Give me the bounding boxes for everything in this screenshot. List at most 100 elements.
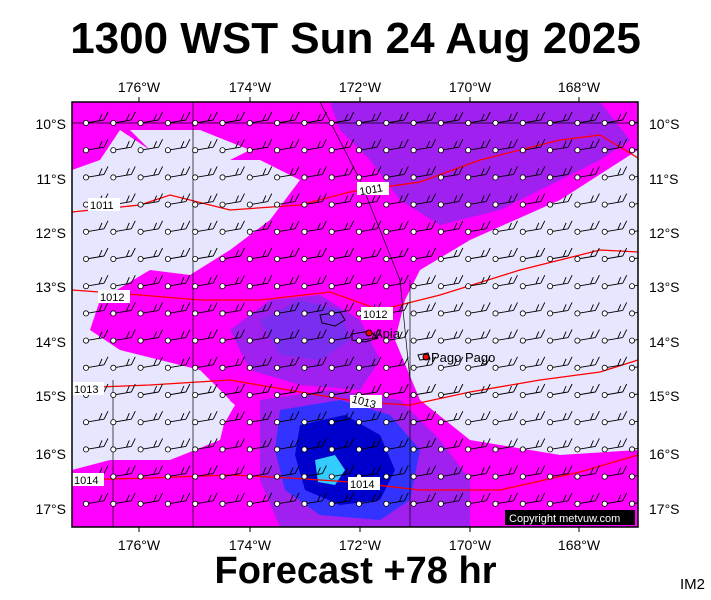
wind-station-dot [383,174,390,181]
wind-station-dot [437,500,444,507]
wind-barb [113,302,136,314]
wind-station-dot [192,419,199,426]
isobar-label: 1012 [100,292,124,304]
wind-station-dot [110,283,117,290]
wind-barb [222,356,245,369]
wind-barb [631,502,638,505]
wind-station-dot [465,174,472,181]
wind-station-dot [519,337,526,344]
wind-station-dot [164,174,171,181]
wind-station-dot [574,147,581,154]
wind-station-dot [110,391,117,398]
lat-label-right: 13°S [649,279,680,295]
wind-barb [386,247,409,260]
isobar-labels: 1011 1011 1012 1012 1013 1013 1014 1014 [72,182,393,491]
wind-station-dot [629,147,636,154]
wind-station-dot [492,391,499,398]
isobar-label: 1014 [350,479,374,491]
wind-barb [495,111,518,124]
wind-station-dot [437,446,444,453]
wind-barb [413,193,437,206]
wind-barb [440,410,464,423]
wind-station-dot [246,255,253,262]
wind-barb [113,492,136,505]
wind-barb [604,465,628,478]
wind-station-dot [328,228,335,235]
map-frame [71,101,639,528]
wind-station-dot [629,473,636,480]
wind-station-dot [574,473,581,480]
wind-station-dot [601,147,608,154]
wind-barb [440,356,464,369]
wind-barb [195,111,218,124]
wind-barb [413,220,437,233]
wind-barb [604,302,628,314]
lat-label-right: 16°S [649,446,680,462]
lat-label-left: 10°S [35,116,66,132]
wind-barb [522,410,546,423]
wind-barb [85,356,109,369]
wind-barb [304,329,327,342]
wind-barb [386,138,409,151]
wind-barb [167,465,191,478]
wind-barb [604,111,628,124]
wind-station-dot [83,500,90,507]
wind-barb [386,383,409,396]
wind-station-dot [219,391,226,398]
wind-barb [331,410,355,423]
wind-barb [195,356,218,369]
wind-station-dot [465,391,472,398]
wind-barb [277,166,300,178]
lat-label-right: 12°S [649,225,680,241]
wind-barb [413,465,437,478]
wind-barb [249,274,273,287]
wind-barb [277,329,300,342]
wind-station-dot [601,174,608,181]
copyright-label: Copyright metvuw.com [509,513,620,525]
wind-barb [495,383,518,396]
wind-barb [140,193,164,206]
wind-barb [331,274,355,287]
wind-station-dot [629,283,636,290]
wind-barb [604,247,628,260]
lon-label-bottom: 172°W [339,537,382,553]
wind-station-dot [83,228,90,235]
wind-station-dot [137,446,144,453]
wind-barb [249,111,273,124]
wind-station-dot [355,201,362,208]
wind-barb [550,138,573,151]
wind-barb [440,220,464,233]
wind-station-dot [465,473,472,480]
wind-station-dot [492,283,499,290]
wind-station-dot [301,500,308,507]
lon-label-top: 172°W [339,79,382,95]
wind-station-dot [547,364,554,371]
wind-station-dot [164,255,171,262]
wind-barb [195,220,218,233]
wind-barb [85,492,109,505]
wind-station-dot [246,391,253,398]
wind-barb [277,274,300,287]
wind-station-dot [328,500,335,507]
wind-barb [577,438,600,450]
wind-barb [577,193,600,206]
wind-barb [386,274,409,287]
wind-barb [440,438,464,450]
wind-station-dot [437,283,444,290]
wind-station-dot [574,391,581,398]
wind-station-dot [328,337,335,344]
wind-station-dot [274,283,281,290]
wind-barb [386,111,409,124]
wind-station-dot [410,337,417,344]
wind-station-dot [629,228,636,235]
wind-station-dot [383,201,390,208]
pago-pago-marker [422,353,430,361]
wind-station-dot [465,337,472,344]
lat-label-right: 17°S [649,501,680,517]
wind-barb [413,356,437,369]
wind-station-dot [574,419,581,426]
wind-barb [358,111,382,124]
wind-barb [631,203,638,206]
wind-station-dot [437,419,444,426]
wind-station-dot [192,500,199,507]
